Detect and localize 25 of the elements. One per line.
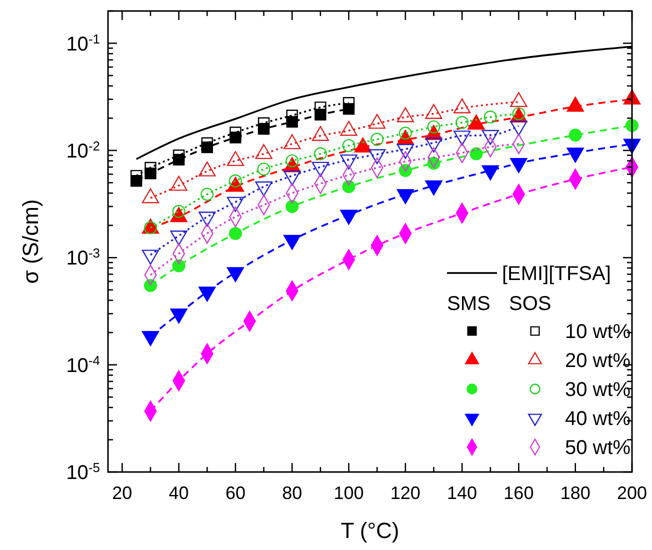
legend-label: 10 wt% — [565, 321, 631, 343]
x-axis-title: T (°C) — [340, 518, 400, 543]
y-axis-title: σ (S/cm) — [18, 199, 43, 284]
y-tick-label: 10$^{-5}$ — [66, 460, 100, 484]
y-tick-label: 10$^{-2}$ — [66, 138, 100, 162]
x-tick-label: 80 — [282, 483, 302, 503]
legend-label: 50 wt% — [565, 437, 631, 459]
legend-label: 20 wt% — [565, 350, 631, 372]
x-tick-label: 120 — [390, 483, 420, 503]
x-tick-label: 160 — [504, 483, 534, 503]
x-tick-label: 40 — [168, 483, 189, 503]
y-tick-label: 10$^{-3}$ — [66, 245, 100, 270]
y-tick-label: 10$^{-4}$ — [66, 352, 100, 377]
x-tick-label: 180 — [560, 483, 590, 503]
annotation: SOS — [509, 293, 552, 315]
y-tick-label: 10$^{-1}$ — [66, 30, 100, 56]
legend-label: [EMI][TFSA] — [502, 263, 611, 285]
x-tick-label: 20 — [112, 483, 132, 503]
x-tick-label: 100 — [334, 483, 364, 503]
annotation: SMS — [447, 293, 490, 315]
x-tick-label: 200 — [616, 483, 648, 503]
x-tick-label: 60 — [225, 483, 246, 503]
legend-label: 30 wt% — [565, 379, 631, 401]
x-tick-label: 140 — [447, 483, 478, 503]
legend-label: 40 wt% — [565, 408, 631, 430]
